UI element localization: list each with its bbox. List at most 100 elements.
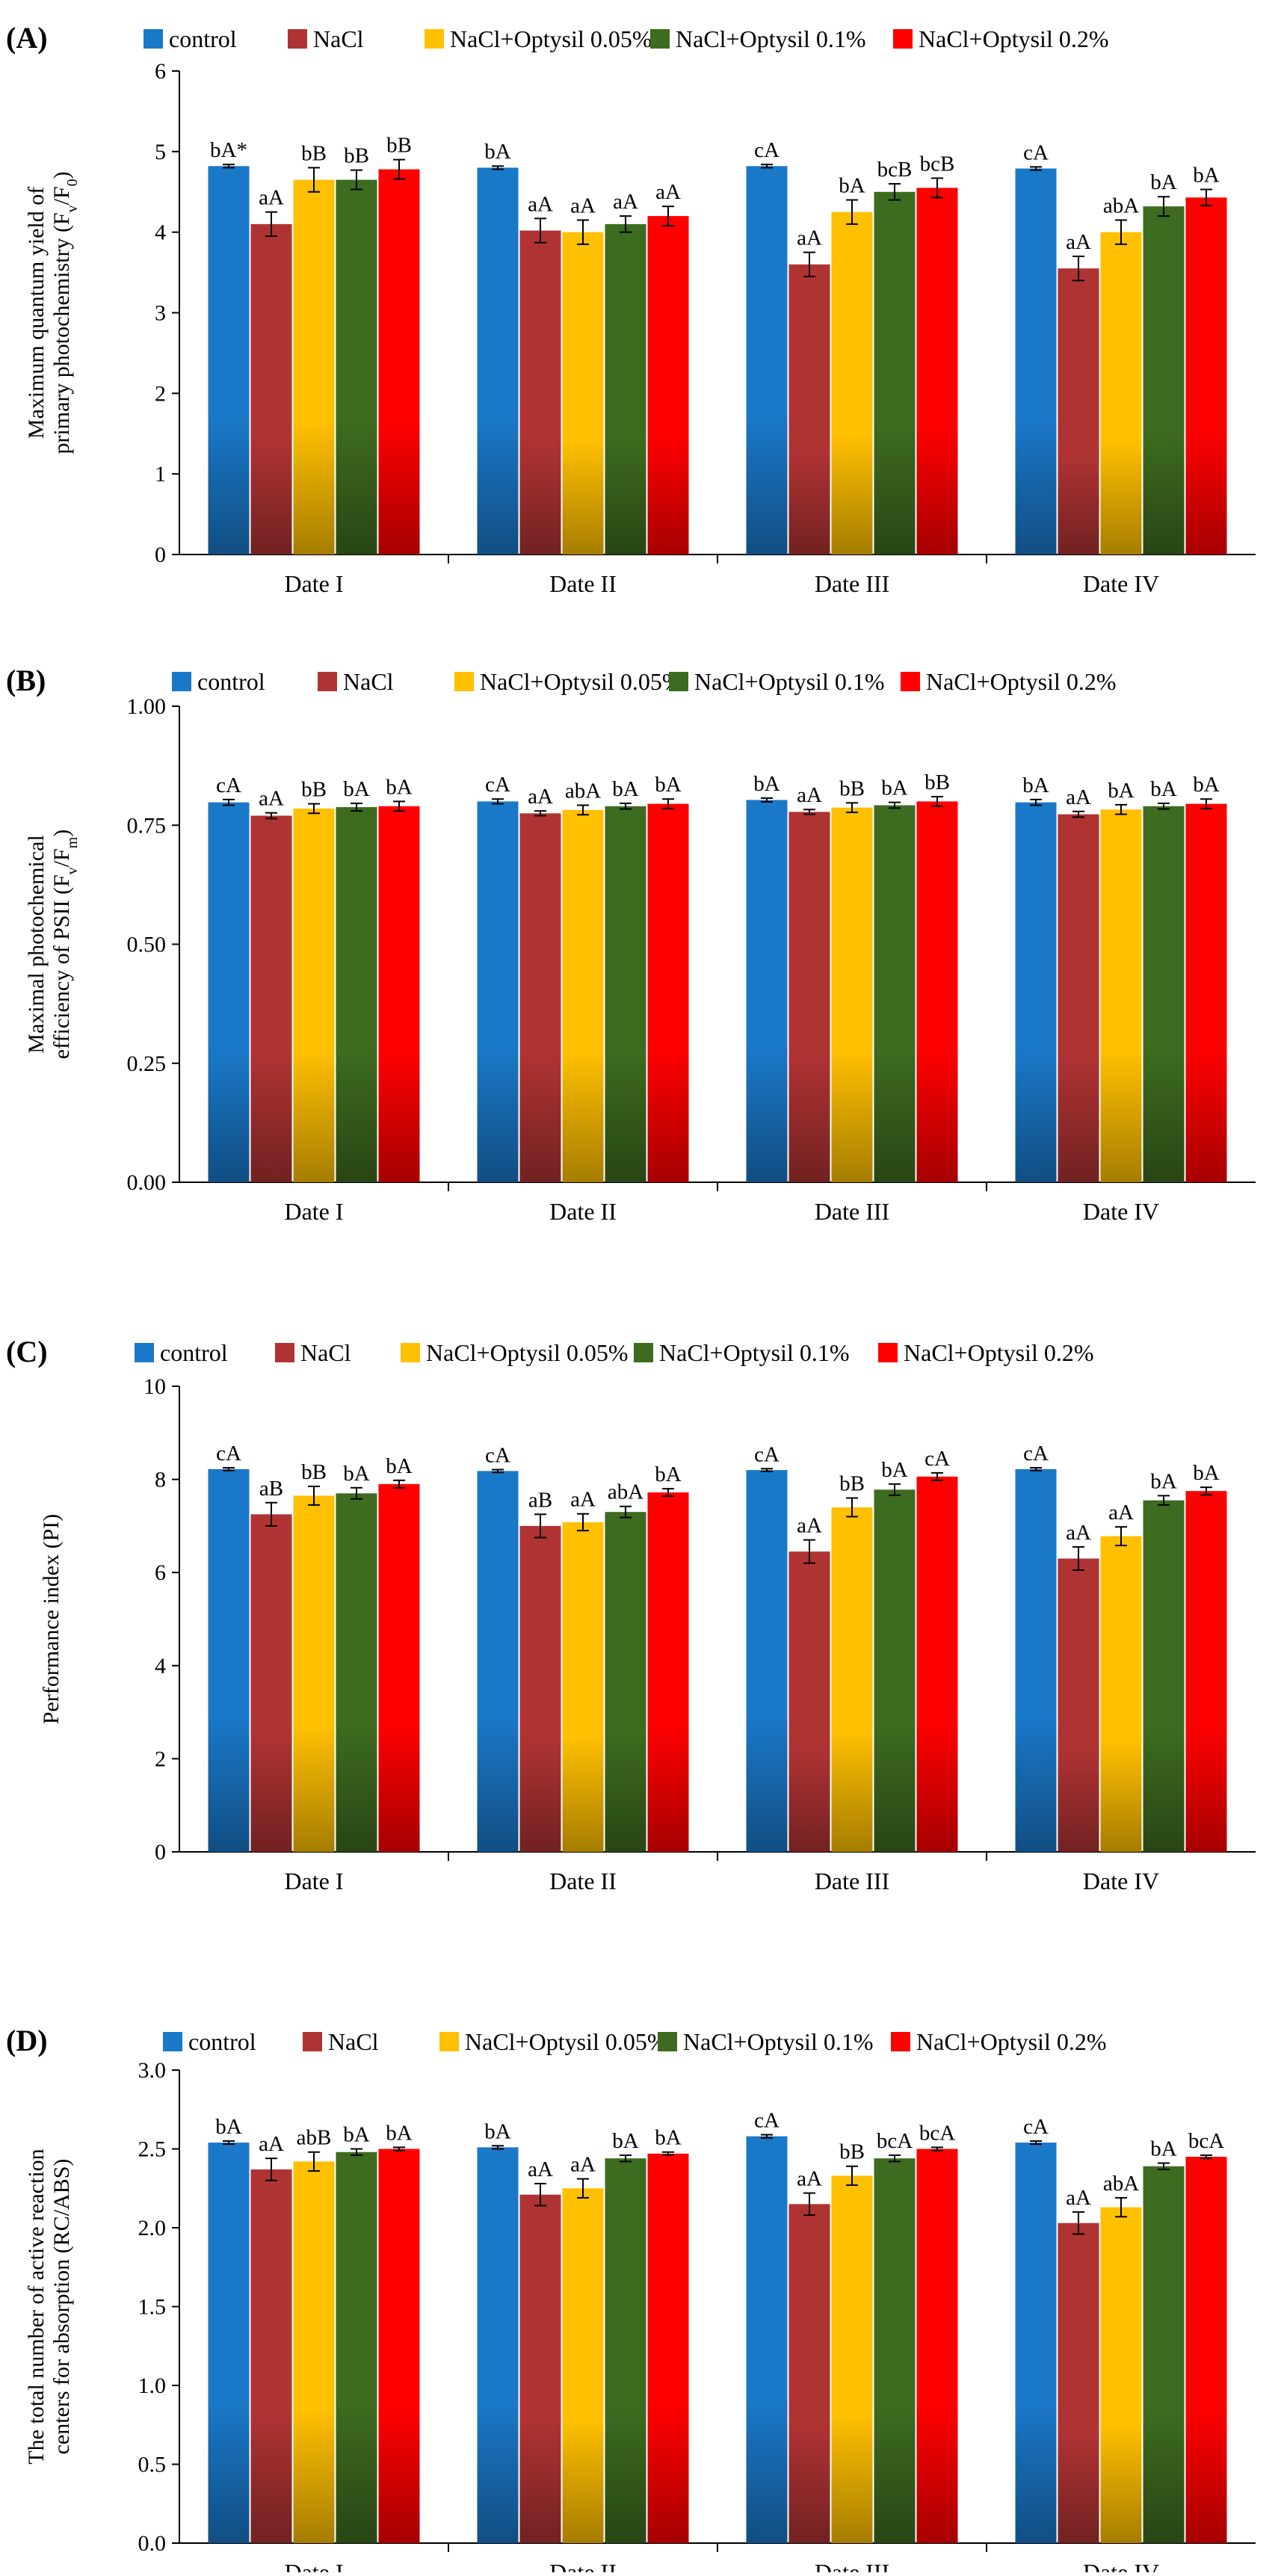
data-label: aA — [570, 2153, 596, 2177]
x-category-label: Date II — [549, 1868, 617, 1894]
data-label: aA — [655, 180, 681, 204]
legend-label: NaCl+Optysil 0.05% — [426, 1339, 628, 1366]
legend-label: control — [197, 668, 265, 695]
data-label: bA — [1193, 773, 1220, 797]
bar — [208, 1468, 250, 1852]
y-tick-label: 2.5 — [138, 2137, 167, 2162]
y-axis-label: efficiency of PSII (Fv/Fm) — [49, 830, 81, 1059]
data-label: abA — [1103, 194, 1139, 217]
data-label: cA — [1023, 2115, 1049, 2139]
legend-label: NaCl+Optysil 0.2% — [919, 25, 1108, 52]
legend-swatch — [172, 672, 191, 691]
y-tick-label: 0.25 — [127, 1051, 167, 1076]
bar — [208, 166, 250, 555]
data-label: aA — [570, 1488, 596, 1512]
data-label: bA — [1022, 773, 1049, 797]
bar — [378, 169, 420, 555]
data-label: bA — [343, 1462, 370, 1486]
data-label: bA — [655, 773, 682, 797]
bar — [916, 1476, 958, 1852]
x-category-label: Date I — [284, 1868, 343, 1894]
data-label: cA — [216, 773, 241, 797]
bar — [378, 1483, 420, 1852]
y-tick-label: 2 — [155, 1746, 166, 1771]
y-tick-label: 0.5 — [138, 2453, 167, 2477]
legend-swatch — [634, 1343, 653, 1362]
y-tick-label: 0 — [155, 1840, 166, 1865]
chart-panel-4: (D) control NaCl NaCl+Optysil 0.05% NaCl+Opt… — [6, 2024, 1256, 2576]
bar — [874, 2158, 916, 2543]
legend-swatch — [275, 1343, 294, 1362]
bar — [293, 1495, 335, 1852]
bar — [336, 1493, 377, 1852]
bar — [250, 223, 292, 555]
x-category-label: Date III — [815, 2559, 889, 2572]
bar — [293, 179, 335, 555]
bar — [336, 2152, 377, 2543]
data-label: bB — [301, 778, 327, 802]
x-category-label: Date II — [549, 570, 617, 597]
bar — [916, 2149, 958, 2543]
bar — [519, 1525, 561, 1852]
data-label: bB — [386, 134, 412, 158]
bar — [378, 2149, 420, 2543]
panel-label: (B) — [6, 664, 46, 697]
data-label: aA — [797, 226, 822, 250]
y-axis-label: primary photochemistry (Fv/F0) — [49, 171, 81, 454]
y-tick-label: 1.00 — [127, 694, 167, 719]
legend-swatch — [878, 1343, 898, 1362]
legend-label: NaCl+Optysil 0.05% — [480, 668, 682, 695]
legend-swatch — [650, 29, 670, 49]
y-tick-label: 4 — [155, 220, 166, 245]
legend-swatch — [318, 672, 337, 691]
y-axis-label: Maximum quantum yield of — [24, 187, 49, 439]
data-label: bcA — [919, 2121, 955, 2145]
legend-swatch — [143, 29, 163, 49]
legend-label: NaCl+Optysil 0.05% — [465, 2028, 667, 2055]
bar — [746, 2136, 788, 2543]
bar — [1143, 206, 1185, 555]
bar — [831, 2175, 873, 2543]
legend-label: NaCl+Optysil 0.1% — [659, 1339, 849, 1366]
data-label: bcA — [877, 2129, 913, 2153]
bar — [477, 2147, 519, 2543]
bar — [208, 2143, 250, 2543]
bar — [1100, 1536, 1142, 1852]
bar — [1015, 168, 1057, 555]
bar — [1143, 2166, 1185, 2543]
bar — [562, 1522, 604, 1852]
legend-swatch — [901, 672, 920, 691]
legend-label: NaCl+Optysil 0.2% — [916, 2028, 1106, 2055]
y-tick-label: 0.00 — [127, 1170, 167, 1195]
y-tick-label: 6 — [155, 59, 166, 84]
y-tick-label: 0.0 — [138, 2531, 167, 2556]
bar — [1143, 806, 1185, 1182]
bar — [250, 2169, 292, 2543]
bar — [1185, 197, 1227, 555]
data-label: bA — [753, 772, 780, 796]
data-label: cA — [1023, 1442, 1049, 1465]
bar — [562, 2188, 604, 2543]
bar — [647, 2153, 689, 2543]
y-tick-label: 5 — [155, 140, 166, 164]
x-category-label: Date IV — [1083, 570, 1159, 597]
data-label: bA — [1193, 164, 1220, 188]
data-label: bcB — [877, 158, 913, 182]
data-label: bA — [1193, 1461, 1220, 1485]
data-label: aA — [259, 2132, 284, 2156]
legend-label: NaCl+Optysil 0.1% — [676, 25, 865, 52]
bar — [477, 1471, 519, 1852]
legend-swatch — [454, 672, 474, 691]
data-label: aA — [528, 785, 553, 809]
data-label: bA — [343, 777, 370, 801]
chart-panel-1: (A) control NaCl NaCl+Optysil 0.05% NaCl+Opt… — [6, 21, 1256, 597]
legend-label: NaCl+Optysil 0.05% — [450, 25, 652, 52]
data-label: bA — [839, 174, 865, 198]
y-axis-label: The total number of active reaction — [24, 2149, 49, 2464]
legend-label: NaCl+Optysil 0.1% — [683, 2028, 873, 2055]
data-label: aA — [1066, 2186, 1091, 2210]
legend-label: control — [160, 1339, 228, 1366]
legend-swatch — [891, 2032, 910, 2051]
